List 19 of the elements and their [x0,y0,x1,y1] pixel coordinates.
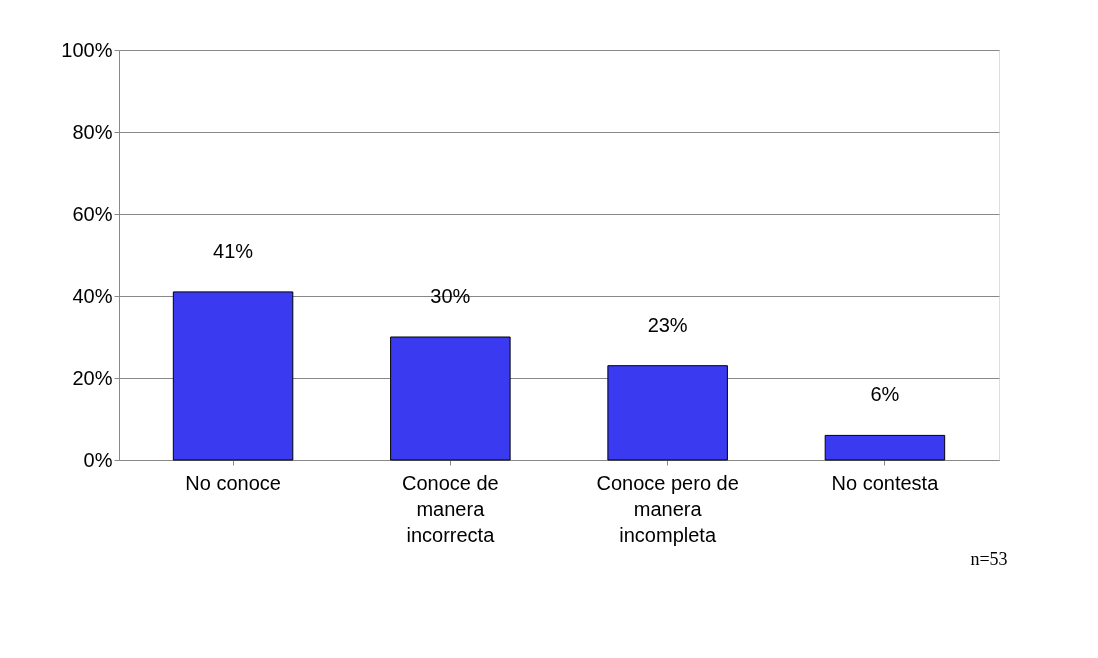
data-label: 23% [647,313,688,336]
text: n=53 [970,549,1008,569]
y-tick-label: 100% [61,38,113,61]
data-label: 30% [430,285,471,307]
y-tick-label: 80% [72,120,113,143]
x-tick-label: Conoce de manera incorrecta [401,471,499,546]
y-tick-label: 60% [72,202,113,225]
bar [607,365,728,461]
data-label: 6% [870,383,900,406]
y-tick-label: 20% [72,366,113,389]
data-label: 41% [213,239,254,262]
bar [824,434,946,461]
x-tick-label: No conoce [185,471,281,494]
y-tick-label: 0% [83,448,113,471]
bar [172,291,294,461]
x-tick-label: No contesta [831,471,940,494]
y-tick-label: 40% [72,284,113,307]
bar [390,336,511,461]
x-tick-label: Conoce pero de manera incompleta [596,471,739,546]
